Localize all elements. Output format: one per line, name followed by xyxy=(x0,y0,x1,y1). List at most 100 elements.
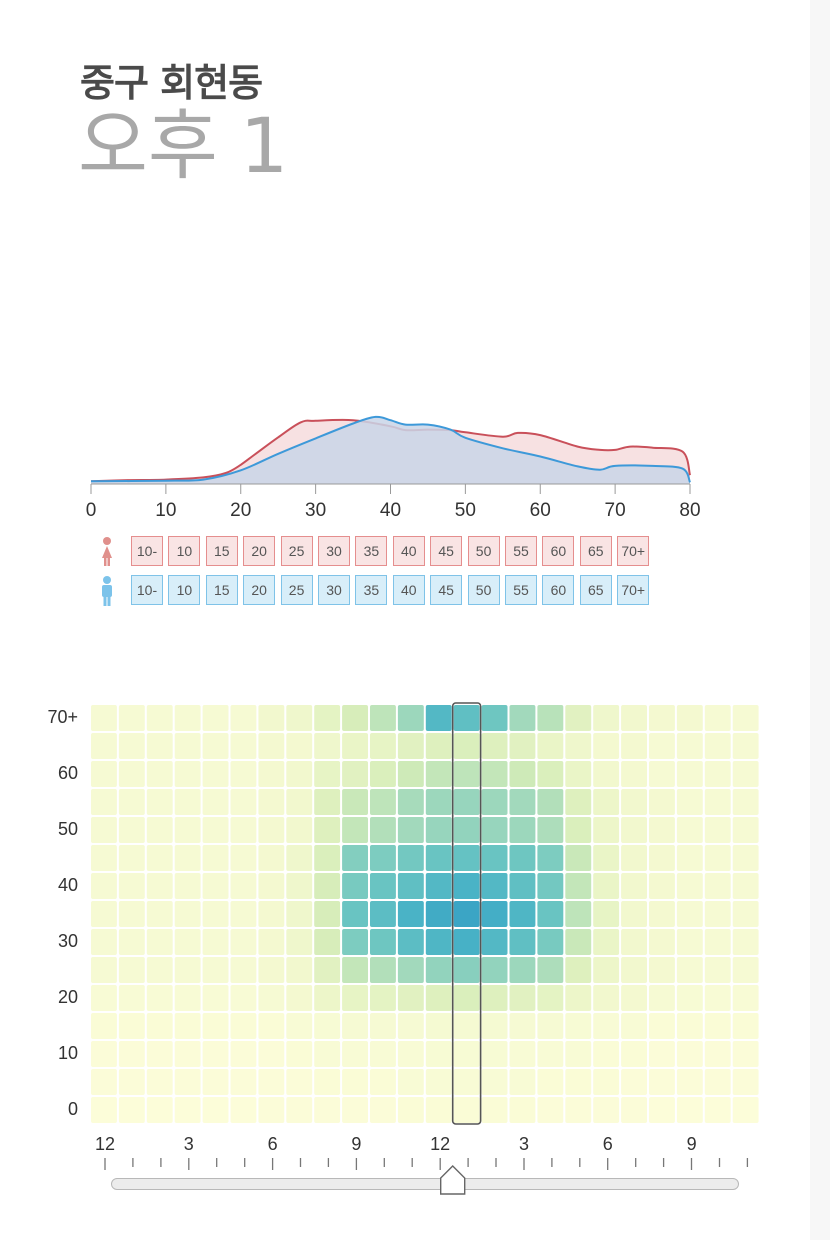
heatmap-cell[interactable] xyxy=(342,957,368,983)
heatmap-cell[interactable] xyxy=(565,901,592,927)
heatmap-cell[interactable] xyxy=(425,817,452,843)
heatmap-cell[interactable] xyxy=(453,873,480,899)
heatmap-cell[interactable] xyxy=(118,985,145,1011)
heatmap-cell[interactable] xyxy=(91,789,117,815)
heatmap-cell[interactable] xyxy=(593,789,620,815)
heatmap-cell[interactable] xyxy=(732,705,759,731)
heatmap-cell[interactable] xyxy=(174,957,201,983)
heatmap-cell[interactable] xyxy=(342,1041,368,1067)
heatmap-cell[interactable] xyxy=(202,1097,229,1123)
heatmap-cell[interactable] xyxy=(481,985,508,1011)
heatmap-cell[interactable] xyxy=(230,1013,257,1039)
heatmap-cell[interactable] xyxy=(425,705,452,731)
heatmap-cell[interactable] xyxy=(704,1097,731,1123)
heatmap-cell[interactable] xyxy=(314,817,341,843)
heatmap-cell[interactable] xyxy=(314,957,341,983)
heatmap-cell[interactable] xyxy=(258,1097,285,1123)
heatmap-cell[interactable] xyxy=(286,901,313,927)
heatmap-cell[interactable] xyxy=(565,761,592,787)
heatmap-cell[interactable] xyxy=(286,929,313,955)
heatmap-cell[interactable] xyxy=(509,817,536,843)
heatmap-cell[interactable] xyxy=(649,957,675,983)
heatmap-cell[interactable] xyxy=(481,845,508,871)
heatmap-cell[interactable] xyxy=(704,705,731,731)
heatmap-cell[interactable] xyxy=(593,705,620,731)
heatmap-cell[interactable] xyxy=(342,1097,368,1123)
heatmap-cell[interactable] xyxy=(258,1041,285,1067)
heatmap-cell[interactable] xyxy=(565,1069,592,1095)
heatmap-cell[interactable] xyxy=(397,929,424,955)
heatmap-cell[interactable] xyxy=(621,733,647,759)
heatmap-cell[interactable] xyxy=(146,929,173,955)
heatmap-cell[interactable] xyxy=(370,929,396,955)
heatmap-cell[interactable] xyxy=(425,873,452,899)
heatmap-cell[interactable] xyxy=(649,789,675,815)
heatmap-cell[interactable] xyxy=(146,1069,173,1095)
heatmap-cell[interactable] xyxy=(230,817,257,843)
heatmap-cell[interactable] xyxy=(676,789,703,815)
heatmap-cell[interactable] xyxy=(146,705,173,731)
heatmap-cell[interactable] xyxy=(704,901,731,927)
heatmap-cell[interactable] xyxy=(146,957,173,983)
heatmap-cell[interactable] xyxy=(676,957,703,983)
heatmap-cell[interactable] xyxy=(621,845,647,871)
female-age-filter-5[interactable]: 30 xyxy=(318,536,350,566)
heatmap-cell[interactable] xyxy=(593,733,620,759)
heatmap-cell[interactable] xyxy=(258,1013,285,1039)
heatmap-cell[interactable] xyxy=(146,873,173,899)
heatmap-cell[interactable] xyxy=(118,845,145,871)
heatmap-cell[interactable] xyxy=(91,957,117,983)
heatmap-cell[interactable] xyxy=(146,1013,173,1039)
male-age-filter-2[interactable]: 15 xyxy=(205,575,238,605)
heatmap-cell[interactable] xyxy=(397,1097,424,1123)
heatmap-cell[interactable] xyxy=(509,873,536,899)
male-age-filter-13[interactable]: 70+ xyxy=(617,575,650,605)
heatmap-cell[interactable] xyxy=(509,761,536,787)
heatmap-cell[interactable] xyxy=(146,1041,173,1067)
heatmap-cell[interactable] xyxy=(676,1013,703,1039)
heatmap-cell[interactable] xyxy=(453,761,480,787)
heatmap-cell[interactable] xyxy=(286,789,313,815)
heatmap-cell[interactable] xyxy=(230,733,257,759)
heatmap-cell[interactable] xyxy=(509,789,536,815)
heatmap-cell[interactable] xyxy=(146,733,173,759)
heatmap-cell[interactable] xyxy=(537,733,564,759)
heatmap-cell[interactable] xyxy=(453,901,480,927)
heatmap-cell[interactable] xyxy=(174,789,201,815)
heatmap-cell[interactable] xyxy=(146,789,173,815)
heatmap-cell[interactable] xyxy=(342,873,368,899)
heatmap-cell[interactable] xyxy=(509,929,536,955)
heatmap-cell[interactable] xyxy=(258,1069,285,1095)
heatmap-cell[interactable] xyxy=(593,929,620,955)
heatmap-cell[interactable] xyxy=(342,845,368,871)
heatmap-cell[interactable] xyxy=(370,1097,396,1123)
male-age-filter-8[interactable]: 45 xyxy=(430,575,463,605)
heatmap-cell[interactable] xyxy=(509,733,536,759)
heatmap-cell[interactable] xyxy=(481,733,508,759)
heatmap-cell[interactable] xyxy=(230,985,257,1011)
heatmap-cell[interactable] xyxy=(593,985,620,1011)
heatmap-cell[interactable] xyxy=(146,845,173,871)
heatmap-cell[interactable] xyxy=(425,845,452,871)
heatmap-cell[interactable] xyxy=(425,929,452,955)
heatmap-cell[interactable] xyxy=(118,901,145,927)
heatmap-cell[interactable] xyxy=(704,985,731,1011)
female-age-filter-10[interactable]: 55 xyxy=(505,536,537,566)
heatmap-cell[interactable] xyxy=(621,929,647,955)
heatmap-cell[interactable] xyxy=(732,1097,759,1123)
heatmap-cell[interactable] xyxy=(314,761,341,787)
heatmap-cell[interactable] xyxy=(621,1097,647,1123)
heatmap-cell[interactable] xyxy=(621,957,647,983)
heatmap-cell[interactable] xyxy=(174,705,201,731)
heatmap-cell[interactable] xyxy=(453,1041,480,1067)
heatmap-cell[interactable] xyxy=(621,1041,647,1067)
heatmap-cell[interactable] xyxy=(174,901,201,927)
heatmap-cell[interactable] xyxy=(370,733,396,759)
heatmap-cell[interactable] xyxy=(91,733,117,759)
male-age-filter-7[interactable]: 40 xyxy=(392,575,425,605)
heatmap-cell[interactable] xyxy=(509,1013,536,1039)
heatmap-cell[interactable] xyxy=(370,817,396,843)
male-age-filter-5[interactable]: 30 xyxy=(318,575,350,605)
heatmap-cell[interactable] xyxy=(537,705,564,731)
heatmap-cell[interactable] xyxy=(676,845,703,871)
